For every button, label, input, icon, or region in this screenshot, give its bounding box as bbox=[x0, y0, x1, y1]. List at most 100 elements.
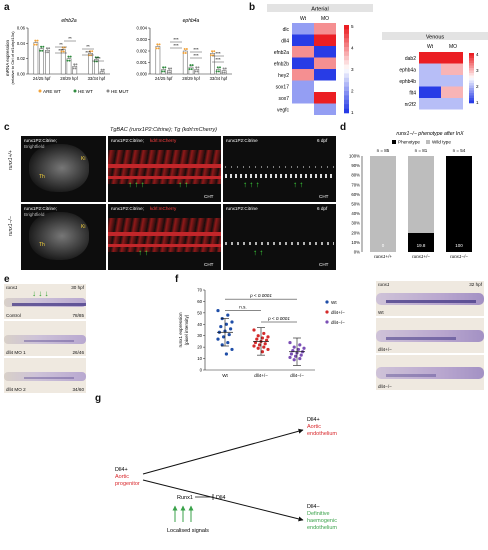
ish-image: dll4−/− bbox=[376, 355, 484, 390]
bar bbox=[45, 49, 50, 75]
ns-label: n.s. bbox=[239, 305, 246, 310]
data-point bbox=[288, 355, 292, 360]
y-tick-label: 0.00 bbox=[17, 72, 26, 77]
arrow-to-aortic bbox=[142, 428, 304, 475]
data-point bbox=[170, 67, 173, 70]
n-label: n = 85 bbox=[377, 148, 390, 153]
y-tick-label: 0.06 bbox=[17, 26, 26, 31]
venous-title: Venous bbox=[426, 35, 445, 41]
arterial-heatmap: dlc dll4 efnb2a efnb2b hey2 sox17 sox7 vegfc bbox=[274, 23, 336, 115]
colorbar-label: 3 bbox=[351, 67, 354, 72]
ish-image: ↓ ↓ ↓ Control 78/85 runx1 30 hpf bbox=[4, 284, 86, 319]
data-point bbox=[91, 50, 94, 53]
wildtype-bar bbox=[370, 156, 396, 252]
data-point bbox=[223, 71, 226, 74]
sig-label: *** bbox=[95, 56, 101, 61]
n-label: n = 81 bbox=[415, 148, 428, 153]
gene-label: ephb4b bbox=[399, 79, 416, 85]
panel-label-g: g bbox=[95, 393, 102, 404]
data-point bbox=[166, 71, 169, 74]
colorbar-step bbox=[469, 80, 474, 84]
arrow-to-haemogenic bbox=[142, 479, 304, 522]
panel-label-c: c bbox=[4, 122, 10, 133]
data-point bbox=[89, 50, 92, 53]
data-point bbox=[227, 332, 231, 337]
panel-b-heatmaps: Arterial Wt MO dlc dll4 efnb2a efnb2b hey2 so… bbox=[267, 4, 488, 115]
data-point bbox=[35, 43, 38, 46]
data-point bbox=[163, 70, 166, 73]
phenotype-bar bbox=[446, 156, 472, 252]
data-point bbox=[44, 51, 47, 54]
top-dll4: Dll4+ bbox=[307, 417, 320, 423]
colorbar-step bbox=[344, 60, 349, 65]
gene-label: vegfc bbox=[277, 107, 289, 113]
legend-dot-he-wt bbox=[73, 89, 77, 93]
ish-age: 30 hpf bbox=[71, 285, 84, 290]
x-tick-label: 24/25 hpf bbox=[33, 76, 51, 81]
y-tick-label: 0.002 bbox=[137, 49, 148, 54]
panel-c-title: TgBAC (runx1P2:Citrine); Tg (kdrl:mCherr… bbox=[110, 127, 217, 133]
ish-image: dll4+/− bbox=[376, 318, 484, 353]
colorbar-step bbox=[344, 42, 349, 48]
heat-cell bbox=[314, 80, 336, 92]
sig-label: ** bbox=[86, 44, 90, 49]
colorbar-step bbox=[469, 65, 474, 69]
ish-label: Wt bbox=[378, 310, 384, 315]
colorbar-step bbox=[469, 100, 474, 104]
panel-d-title: runx1−/− phenotype after InX bbox=[396, 131, 464, 137]
colorbar-label: 3 bbox=[476, 68, 479, 73]
phenotype-bars: 0% 10% 20% 30% 40% 50% 60% 70% 80% 90% 100% n = 85 0… bbox=[349, 148, 472, 259]
x-tick-label: 24/25 hpf bbox=[155, 76, 173, 81]
citrine-wt-image: runx1P2:Citrine 6 dpf ↑ ↑ ↑ ↑ ↑ CHT bbox=[223, 136, 336, 202]
arrow-icon: ↑ ↑ bbox=[178, 180, 189, 189]
legend-dot-he-mut bbox=[106, 89, 110, 93]
data-point bbox=[258, 343, 262, 347]
gene-label: nr2f2 bbox=[405, 102, 417, 108]
data-point bbox=[162, 66, 165, 69]
arterial-colorbar: 5 4 3 2 1 bbox=[344, 24, 354, 115]
data-point bbox=[68, 59, 71, 62]
sig-label: *** bbox=[85, 50, 91, 55]
sig-label: *** bbox=[173, 37, 179, 42]
colorbar-step bbox=[469, 78, 474, 81]
heat-cell bbox=[314, 57, 336, 69]
colorbar-step bbox=[344, 29, 349, 35]
data-point bbox=[155, 47, 158, 50]
colorbar-label: 4 bbox=[476, 52, 479, 57]
y-tick-label: 50 bbox=[197, 310, 202, 315]
arrow-icon: ↓ ↓ ↓ bbox=[32, 289, 49, 298]
p-value-label: p < 0.0001 bbox=[249, 293, 272, 298]
data-point bbox=[94, 56, 97, 59]
legend-are: ARE WT bbox=[43, 89, 61, 94]
data-point bbox=[262, 331, 266, 336]
data-point bbox=[69, 55, 72, 58]
colorbar-step bbox=[469, 95, 474, 99]
localised-signals: Localised signals bbox=[167, 528, 209, 534]
colorbar-step bbox=[469, 75, 474, 79]
colorbar-step bbox=[344, 55, 349, 61]
data-point bbox=[289, 352, 293, 356]
data-point bbox=[262, 345, 266, 349]
data-point bbox=[46, 51, 49, 54]
citrine-label: runx1P2:Citrine bbox=[226, 138, 258, 143]
bf-label-1: runx1P2:Citrine; bbox=[24, 138, 57, 143]
y-tick-label: 0.001 bbox=[137, 60, 148, 65]
data-point bbox=[164, 66, 167, 69]
ish-gene: runx1 bbox=[378, 282, 390, 287]
x-tick-label: runx1+/+ bbox=[374, 254, 392, 259]
legend-dot-are bbox=[38, 89, 42, 93]
n-label: n = 54 bbox=[453, 148, 466, 153]
bf-label-2: Brightfield bbox=[24, 144, 45, 149]
gene-label: ephb4a bbox=[399, 67, 416, 73]
y-tick-label: 0.04 bbox=[17, 41, 26, 46]
bf-label-2: Brightfield bbox=[24, 212, 45, 217]
colorbar-step bbox=[344, 51, 349, 57]
colorbar-step bbox=[344, 47, 349, 52]
value-label: 0 bbox=[382, 243, 385, 248]
data-point bbox=[216, 308, 220, 313]
data-point bbox=[299, 353, 303, 357]
data-point bbox=[66, 59, 69, 62]
colorbar-step bbox=[469, 98, 474, 101]
data-point bbox=[260, 350, 264, 354]
data-point bbox=[72, 67, 75, 70]
